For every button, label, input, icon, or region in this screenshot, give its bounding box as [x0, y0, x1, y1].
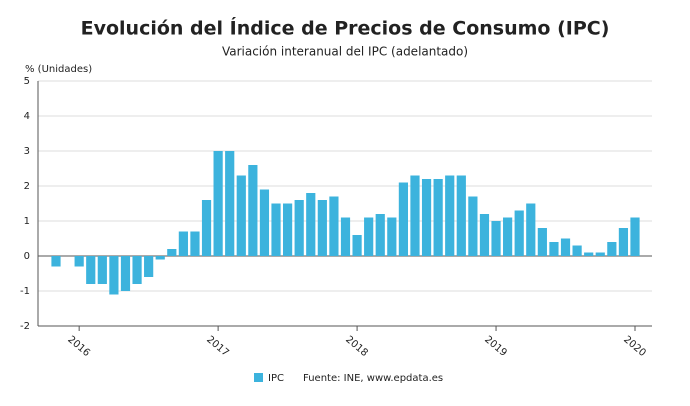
x-tick-label: 2020 — [621, 334, 648, 359]
x-tick-label: 2017 — [204, 334, 231, 359]
bar — [491, 221, 501, 256]
bar — [607, 242, 617, 256]
bar — [618, 228, 629, 256]
x-tick-label: 2019 — [482, 334, 509, 359]
x-tick-label: 2016 — [65, 334, 92, 359]
bar — [213, 151, 223, 256]
bar — [190, 231, 200, 256]
bar — [74, 256, 84, 267]
y-tick-label: -2 — [20, 321, 30, 332]
source: Fuente: INE, www.epdata.es — [303, 373, 443, 384]
bar — [479, 214, 490, 256]
bar — [225, 151, 235, 256]
bar — [410, 175, 420, 256]
chart-subtitle: Variación interanual del IPC (adelantado… — [222, 45, 468, 59]
bar — [248, 165, 258, 256]
bar — [595, 252, 605, 256]
y-tick-label: 3 — [24, 146, 30, 157]
bar — [97, 256, 107, 284]
y-tick-label: 2 — [24, 181, 30, 192]
bar — [120, 256, 131, 291]
bar — [445, 175, 455, 256]
legend-swatch — [254, 373, 263, 382]
y-tick-label: -1 — [20, 286, 30, 297]
bar — [236, 175, 246, 256]
bar — [259, 189, 270, 256]
bar — [630, 217, 640, 256]
bar — [514, 210, 524, 256]
bar — [306, 193, 316, 256]
y-axis-label: % (Unidades) — [25, 64, 92, 75]
bar — [132, 256, 142, 284]
legend-label: IPC — [268, 373, 284, 384]
bar — [468, 196, 478, 256]
bar — [537, 228, 547, 256]
bar — [144, 256, 154, 277]
bar — [317, 200, 327, 256]
bar — [433, 179, 443, 256]
y-tick-label: 4 — [24, 111, 30, 122]
bar — [352, 235, 362, 256]
chart-title: Evolución del Índice de Precios de Consu… — [81, 17, 610, 40]
bar — [456, 175, 466, 256]
bar — [167, 249, 177, 256]
bar — [201, 200, 212, 256]
y-tick-label: 5 — [24, 76, 30, 87]
bar — [155, 256, 165, 260]
bar — [294, 200, 304, 256]
bar — [340, 217, 351, 256]
bar — [549, 242, 559, 256]
bar — [51, 256, 61, 267]
bar — [178, 231, 188, 256]
bar — [503, 217, 513, 256]
bar — [572, 245, 582, 256]
bar — [421, 179, 432, 256]
x-tick-label: 2018 — [343, 334, 370, 359]
bar — [329, 196, 339, 256]
bar — [526, 203, 536, 256]
bar — [387, 217, 397, 256]
bar — [283, 203, 293, 256]
bar — [375, 214, 385, 256]
bar — [364, 217, 374, 256]
bar — [86, 256, 96, 284]
bar — [584, 252, 594, 256]
y-tick-label: 1 — [24, 216, 30, 227]
bar — [398, 182, 408, 256]
bar — [560, 238, 571, 256]
bar — [109, 256, 119, 295]
bar — [271, 203, 281, 256]
y-tick-label: 0 — [24, 251, 30, 262]
